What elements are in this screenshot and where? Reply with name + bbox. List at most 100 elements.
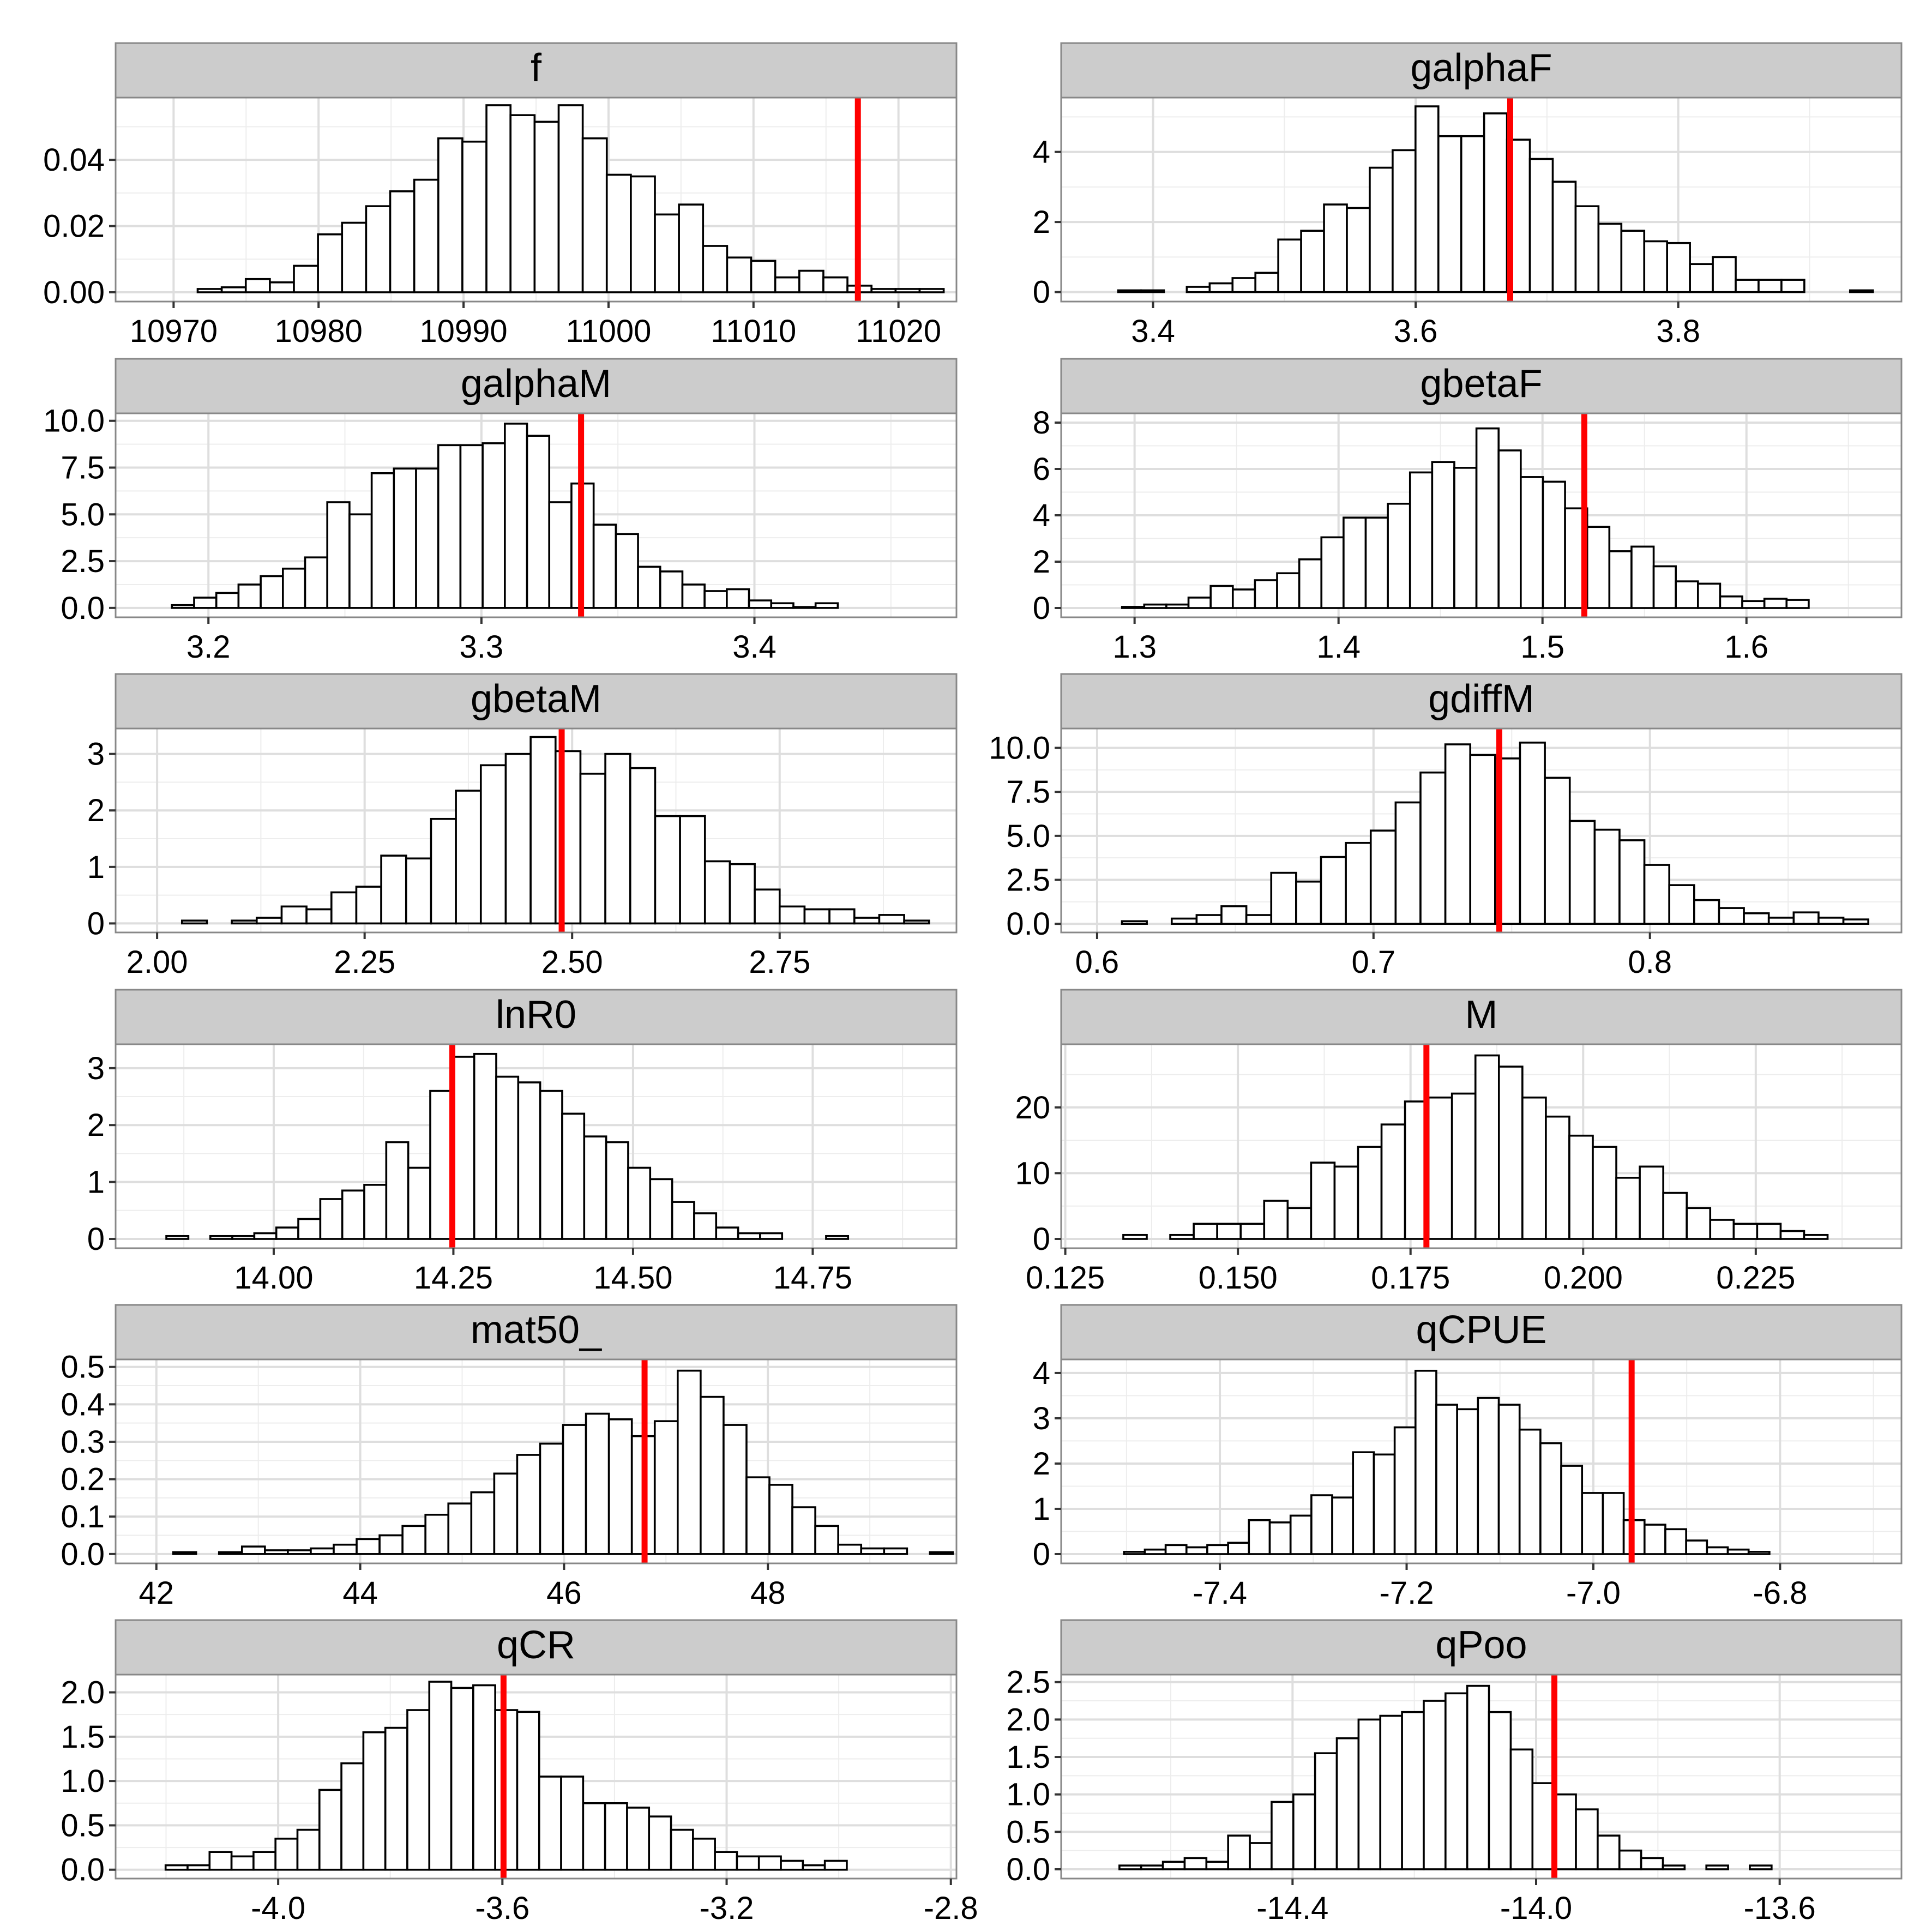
- histogram-bar: [604, 1802, 628, 1871]
- x-axis: -7.4 -7.2 -7.0 -6.8: [1193, 1563, 1807, 1611]
- histogram-bar: [1735, 279, 1760, 293]
- histogram-bar: [526, 435, 551, 609]
- histogram-bar: [348, 513, 373, 609]
- histogram-bar: [1437, 135, 1462, 293]
- histogram-bar: [654, 213, 680, 293]
- histogram-bar: [326, 501, 351, 609]
- histogram-bar: [407, 1166, 431, 1240]
- histogram-bar: [370, 472, 395, 609]
- histogram-bar: [1431, 461, 1455, 609]
- facet-title: gbetaM: [471, 677, 601, 721]
- histogram-bar: [1474, 1054, 1500, 1240]
- histogram-bar: [1143, 603, 1167, 609]
- histogram-bars: [1118, 1684, 1773, 1870]
- y-axis: 0.00 0.02 0.04: [43, 142, 116, 310]
- x-tick-label: 0.8: [1628, 944, 1672, 980]
- histogram-bar: [737, 1232, 761, 1240]
- histogram-bar: [253, 1232, 278, 1240]
- histogram-bar: [1170, 917, 1198, 925]
- histogram-bar: [1483, 112, 1508, 293]
- x-axis: 42 44 46 48: [139, 1563, 785, 1611]
- x-tick-label: 3.3: [460, 629, 504, 665]
- histogram-bar: [1117, 289, 1142, 293]
- histogram-bar: [607, 1418, 633, 1555]
- histogram-bar: [1597, 1834, 1621, 1870]
- histogram-bar: [430, 817, 457, 925]
- histogram-bar: [208, 1851, 233, 1871]
- histogram-bar: [363, 1184, 388, 1240]
- histogram-bar: [1639, 1165, 1664, 1240]
- histogram-bar: [384, 1726, 408, 1871]
- histogram-bars: [171, 423, 839, 609]
- y-tick-label: 1.0: [61, 1764, 105, 1799]
- histogram-bar: [1121, 920, 1148, 925]
- histogram-bar: [424, 1513, 450, 1555]
- histogram-bar: [714, 1851, 738, 1871]
- x-tick-label: 3.4: [732, 629, 777, 665]
- histogram-bar: [470, 1491, 496, 1555]
- y-tick-label: 2.0: [1006, 1702, 1050, 1737]
- histogram-bar: [736, 1855, 760, 1871]
- histogram-bar: [626, 1807, 651, 1871]
- y-tick-label: 2.5: [1006, 863, 1050, 898]
- histogram-bar: [1652, 565, 1677, 609]
- histogram-bar: [1477, 1397, 1500, 1555]
- y-tick-label: 1: [87, 850, 105, 885]
- facet-title: qCPUE: [1416, 1308, 1546, 1352]
- histogram-bar: [670, 1828, 694, 1871]
- histogram-bar: [814, 602, 839, 609]
- histogram-bar: [1195, 914, 1223, 925]
- histogram-bar: [693, 1212, 718, 1240]
- histogram-bar: [231, 1235, 256, 1240]
- histogram-bar: [341, 1189, 365, 1240]
- x-tick-label: 14.25: [414, 1260, 493, 1296]
- histogram-bar: [1415, 105, 1440, 293]
- y-tick-label: 10: [1015, 1155, 1050, 1191]
- histogram-bar: [318, 1789, 342, 1871]
- histogram-bar: [1373, 1453, 1396, 1555]
- histogram-bar: [538, 1775, 562, 1871]
- histogram-bar: [1497, 1404, 1521, 1555]
- histogram-bar: [393, 467, 417, 609]
- histogram-bar: [1271, 1801, 1295, 1870]
- histogram-bar: [703, 860, 731, 925]
- histogram-bar: [1545, 1115, 1570, 1240]
- histogram-bar: [1369, 829, 1397, 925]
- x-axis: 3.2 3.3 3.4: [186, 617, 777, 665]
- y-tick-label: 0.1: [61, 1499, 105, 1534]
- histogram-bar: [798, 269, 824, 293]
- histogram-bar: [1531, 1782, 1555, 1870]
- histogram-bar: [319, 1198, 344, 1240]
- panel-qcr: qCR -4.0 -3.6 -3.2 -2.8 0.0 0.5 1.0 1.5 2.0: [61, 1619, 978, 1926]
- histogram-bar: [774, 276, 801, 293]
- y-tick-label: 2: [1033, 544, 1050, 580]
- histogram-bar: [1780, 279, 1805, 293]
- histogram-bar: [1597, 222, 1623, 293]
- y-tick-label: 1.5: [1006, 1740, 1050, 1775]
- histogram-bar: [1640, 1857, 1664, 1870]
- histogram-bar: [1249, 1842, 1273, 1870]
- histogram-bar: [1849, 289, 1874, 293]
- histogram-bar: [677, 1369, 702, 1555]
- histogram-bar: [729, 863, 756, 925]
- histogram-bar: [1643, 1524, 1666, 1555]
- histogram-bar: [1185, 286, 1211, 293]
- histogram-bar: [1331, 1496, 1355, 1555]
- y-tick-label: 1.0: [1006, 1777, 1050, 1813]
- facet-title: lnR0: [496, 993, 576, 1037]
- histogram-bar: [1497, 449, 1522, 609]
- histogram-bar: [1310, 1494, 1333, 1555]
- x-axis: -14.4 -14.0 -13.6: [1256, 1879, 1816, 1926]
- histogram-bar: [1792, 911, 1820, 925]
- histogram-bar: [822, 276, 848, 293]
- histogram-bar: [605, 173, 632, 293]
- histogram-bar: [802, 1864, 826, 1871]
- histogram-bar: [533, 121, 560, 293]
- histogram-bar: [1187, 597, 1212, 609]
- y-tick-label: 5.0: [61, 497, 105, 532]
- histogram-bar: [745, 1476, 771, 1555]
- x-tick-label: 0.175: [1371, 1260, 1450, 1296]
- histogram-bar: [1779, 1230, 1805, 1240]
- x-tick-label: 0.225: [1716, 1260, 1795, 1296]
- histogram-bar: [883, 1547, 908, 1555]
